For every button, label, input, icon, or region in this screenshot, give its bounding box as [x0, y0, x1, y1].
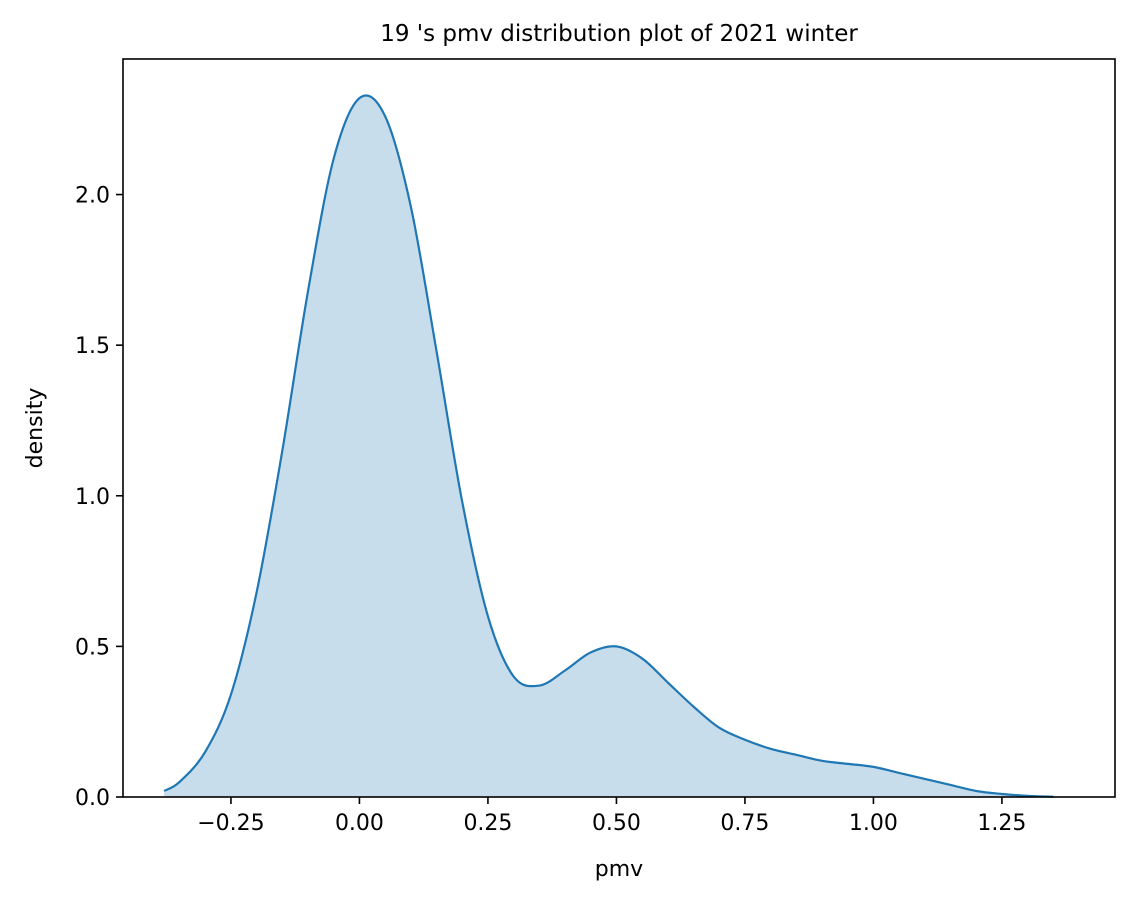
x-tick-label: 0.25 — [463, 811, 512, 836]
x-tick-label: 1.00 — [849, 811, 898, 836]
density-area-fill-0 — [164, 95, 1054, 798]
y-axis: 0.0 0.5 1.0 1.5 2.0 — [75, 184, 123, 811]
y-tick-label: 2.0 — [75, 184, 110, 209]
chart-title: 19 's pmv distribution plot of 2021 wint… — [380, 21, 858, 47]
y-axis-label: density — [23, 388, 48, 469]
x-tick-label: 0.75 — [720, 811, 769, 836]
axes-frame — [122, 58, 1116, 798]
x-tick-label: 1.25 — [977, 811, 1026, 836]
density-curve-0 — [163, 94, 1054, 798]
x-axis-label: pmv — [595, 857, 643, 882]
x-tick-label: −0.25 — [197, 811, 264, 836]
x-axis: −0.25 0.00 0.25 0.50 0.75 1.00 1.25 — [197, 797, 1026, 836]
x-tick-label: 0.00 — [335, 811, 384, 836]
y-tick-label: 0.0 — [75, 786, 110, 811]
x-tick-label: 0.50 — [592, 811, 641, 836]
y-tick-label: 0.5 — [75, 635, 110, 660]
y-tick-label: 1.5 — [75, 334, 110, 359]
plot-area — [163, 94, 1054, 798]
y-tick-label: 1.0 — [75, 485, 110, 510]
